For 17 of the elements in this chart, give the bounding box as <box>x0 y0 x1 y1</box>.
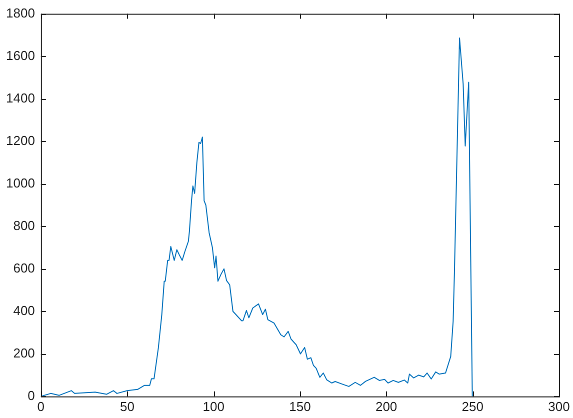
y-tick-label: 1600 <box>6 48 35 63</box>
x-tick-label: 300 <box>548 398 570 414</box>
y-tick-label: 600 <box>13 260 35 276</box>
y-tick-label: 1400 <box>6 90 35 106</box>
x-tick-label: 50 <box>120 398 134 414</box>
y-tick-label: 1000 <box>6 175 35 190</box>
y-tick-label: 1200 <box>6 132 35 148</box>
x-tick-label: 200 <box>375 398 398 414</box>
x-tick-label: 250 <box>462 398 484 414</box>
y-tick-label: 400 <box>13 302 35 318</box>
y-tick-label: 1800 <box>6 5 35 20</box>
x-tick-label: 0 <box>37 398 45 414</box>
y-tick-label: 800 <box>13 218 35 233</box>
x-tick-label: 100 <box>202 398 224 414</box>
y-tick-label: 0 <box>28 388 35 403</box>
x-tick-label: 150 <box>289 398 311 414</box>
y-tick-label: 200 <box>13 345 35 360</box>
